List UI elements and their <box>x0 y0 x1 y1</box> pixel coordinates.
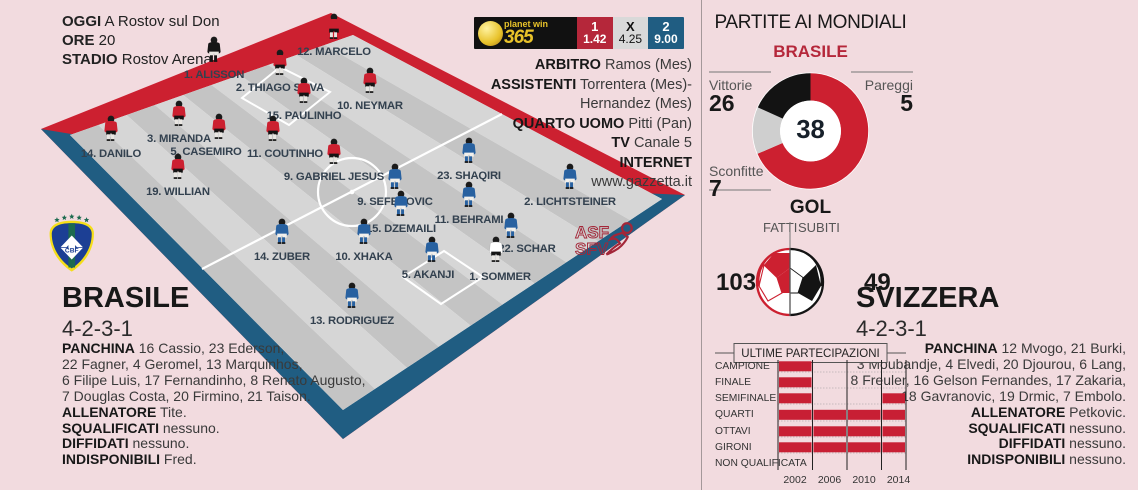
svg-text:11. BEHRAMI: 11. BEHRAMI <box>435 214 504 226</box>
svg-text:1. ALISSON: 1. ALISSON <box>184 69 244 81</box>
svg-text:14. DANILO: 14. DANILO <box>81 148 142 160</box>
svg-text:GIRONI: GIRONI <box>715 442 752 453</box>
svg-text:14. ZUBER: 14. ZUBER <box>254 251 310 263</box>
svg-text:10. XHAKA: 10. XHAKA <box>335 251 392 263</box>
svg-text:15. PAULINHO: 15. PAULINHO <box>267 110 342 122</box>
svg-text:2010: 2010 <box>852 474 876 486</box>
svg-text:SUBITI: SUBITI <box>798 220 840 235</box>
svg-text:1. SOMMER: 1. SOMMER <box>469 271 531 283</box>
svg-text:13. RODRIGUEZ: 13. RODRIGUEZ <box>310 315 394 327</box>
svg-text:2. THIAGO SILVA: 2. THIAGO SILVA <box>236 82 324 94</box>
svg-text:26: 26 <box>709 90 735 116</box>
svg-text:22. SCHAR: 22. SCHAR <box>498 243 555 255</box>
svg-text:2014: 2014 <box>887 474 911 486</box>
svg-text:2006: 2006 <box>818 474 842 486</box>
svg-text:CAMPIONE: CAMPIONE <box>715 361 770 372</box>
svg-text:NON QUALIFICATA: NON QUALIFICATA <box>715 458 807 469</box>
svg-text:49: 49 <box>864 269 891 296</box>
svg-text:2002: 2002 <box>783 474 807 486</box>
svg-text:12. MARCELO: 12. MARCELO <box>297 46 371 58</box>
svg-text:10. NEYMAR: 10. NEYMAR <box>337 100 403 112</box>
svg-text:7: 7 <box>709 175 722 201</box>
svg-text:103: 103 <box>716 269 756 296</box>
svg-text:ULTIME PARTECIPAZIONI: ULTIME PARTECIPAZIONI <box>741 348 879 360</box>
svg-text:FATTI: FATTI <box>763 220 797 235</box>
svg-text:5. AKANJI: 5. AKANJI <box>402 269 454 281</box>
svg-text:5: 5 <box>900 90 913 116</box>
svg-text:OTTAVI: OTTAVI <box>715 426 751 437</box>
svg-text:QUARTI: QUARTI <box>715 409 754 420</box>
svg-text:2. LICHTSTEINER: 2. LICHTSTEINER <box>524 196 616 208</box>
svg-text:38: 38 <box>796 116 825 144</box>
svg-text:11. COUTINHO: 11. COUTINHO <box>247 148 323 160</box>
svg-text:3. MIRANDA: 3. MIRANDA <box>147 133 211 145</box>
svg-text:9. GABRIEL JESUS: 9. GABRIEL JESUS <box>284 171 385 183</box>
svg-text:SEMIFINALE: SEMIFINALE <box>715 393 776 404</box>
svg-text:FINALE: FINALE <box>715 377 751 388</box>
svg-text:BRASILE: BRASILE <box>773 42 848 61</box>
svg-text:GOL: GOL <box>790 197 832 218</box>
svg-text:19. WILLIAN: 19. WILLIAN <box>146 186 210 198</box>
svg-text:15. DZEMAILI: 15. DZEMAILI <box>366 223 436 235</box>
svg-text:PARTITE AI MONDIALI: PARTITE AI MONDIALI <box>714 12 906 33</box>
